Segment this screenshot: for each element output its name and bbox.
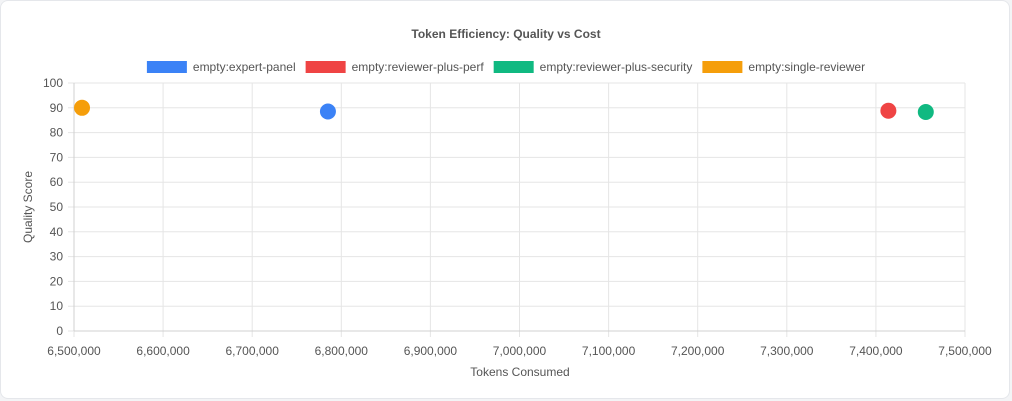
- x-tick-label: 6,800,000: [315, 344, 369, 358]
- y-tick-label: 80: [50, 126, 64, 140]
- data-point[interactable]: [917, 104, 934, 121]
- legend-item[interactable]: empty:single-reviewer: [702, 60, 865, 74]
- x-tick-label: 7,500,000: [938, 344, 992, 358]
- x-tick-label: 7,000,000: [493, 344, 547, 358]
- legend-swatch: [305, 61, 346, 73]
- legend-swatch: [702, 61, 743, 73]
- y-tick-label: 60: [50, 175, 64, 189]
- legend-label: empty:single-reviewer: [748, 60, 865, 74]
- data-point[interactable]: [880, 102, 897, 119]
- y-tick-label: 30: [50, 250, 64, 264]
- y-tick-label: 50: [50, 200, 64, 214]
- legend-label: empty:expert-panel: [193, 60, 296, 74]
- grid-lines: [68, 82, 966, 337]
- legend-swatch: [146, 61, 187, 73]
- y-tick-label: 0: [56, 324, 63, 338]
- legend-swatch: [493, 61, 534, 73]
- x-tick-label: 7,400,000: [849, 344, 903, 358]
- legend-item[interactable]: empty:expert-panel: [146, 60, 296, 74]
- x-tick-label: 6,500,000: [47, 344, 101, 358]
- x-tick-label: 6,700,000: [226, 344, 280, 358]
- chart-legend: empty:expert-panel empty:reviewer-plus-pe…: [146, 60, 865, 74]
- x-tick-label: 7,300,000: [760, 344, 814, 358]
- data-point[interactable]: [74, 99, 91, 116]
- legend-label: empty:reviewer-plus-security: [540, 60, 693, 74]
- legend-label: empty:reviewer-plus-perf: [352, 60, 485, 74]
- x-tick-label: 6,900,000: [404, 344, 458, 358]
- x-tick-label: 7,200,000: [671, 344, 725, 358]
- legend-item[interactable]: empty:reviewer-plus-security: [493, 60, 693, 74]
- axes: [73, 83, 965, 332]
- legend-item[interactable]: empty:reviewer-plus-perf: [305, 60, 485, 74]
- y-tick-label: 100: [43, 76, 63, 90]
- data-points: [74, 99, 934, 121]
- x-tick-label: 6,600,000: [136, 344, 190, 358]
- chart-title: Token Efficiency: Quality vs Cost: [411, 27, 600, 41]
- x-axis-ticks: 6,500,000 6,600,000 6,700,000 6,800,000 6,90…: [47, 344, 992, 358]
- y-tick-label: 40: [50, 225, 64, 239]
- y-axis-ticks: 0 10 20 30 40 50 60 70 80 90 100: [43, 76, 63, 338]
- y-tick-label: 90: [50, 101, 64, 115]
- x-tick-label: 7,100,000: [582, 344, 636, 358]
- y-axis-label: Quality Score: [21, 171, 35, 243]
- y-tick-label: 70: [50, 150, 64, 164]
- y-tick-label: 20: [50, 274, 64, 288]
- y-tick-label: 10: [50, 299, 64, 313]
- data-point[interactable]: [319, 103, 336, 120]
- x-axis-label: Tokens Consumed: [470, 365, 569, 379]
